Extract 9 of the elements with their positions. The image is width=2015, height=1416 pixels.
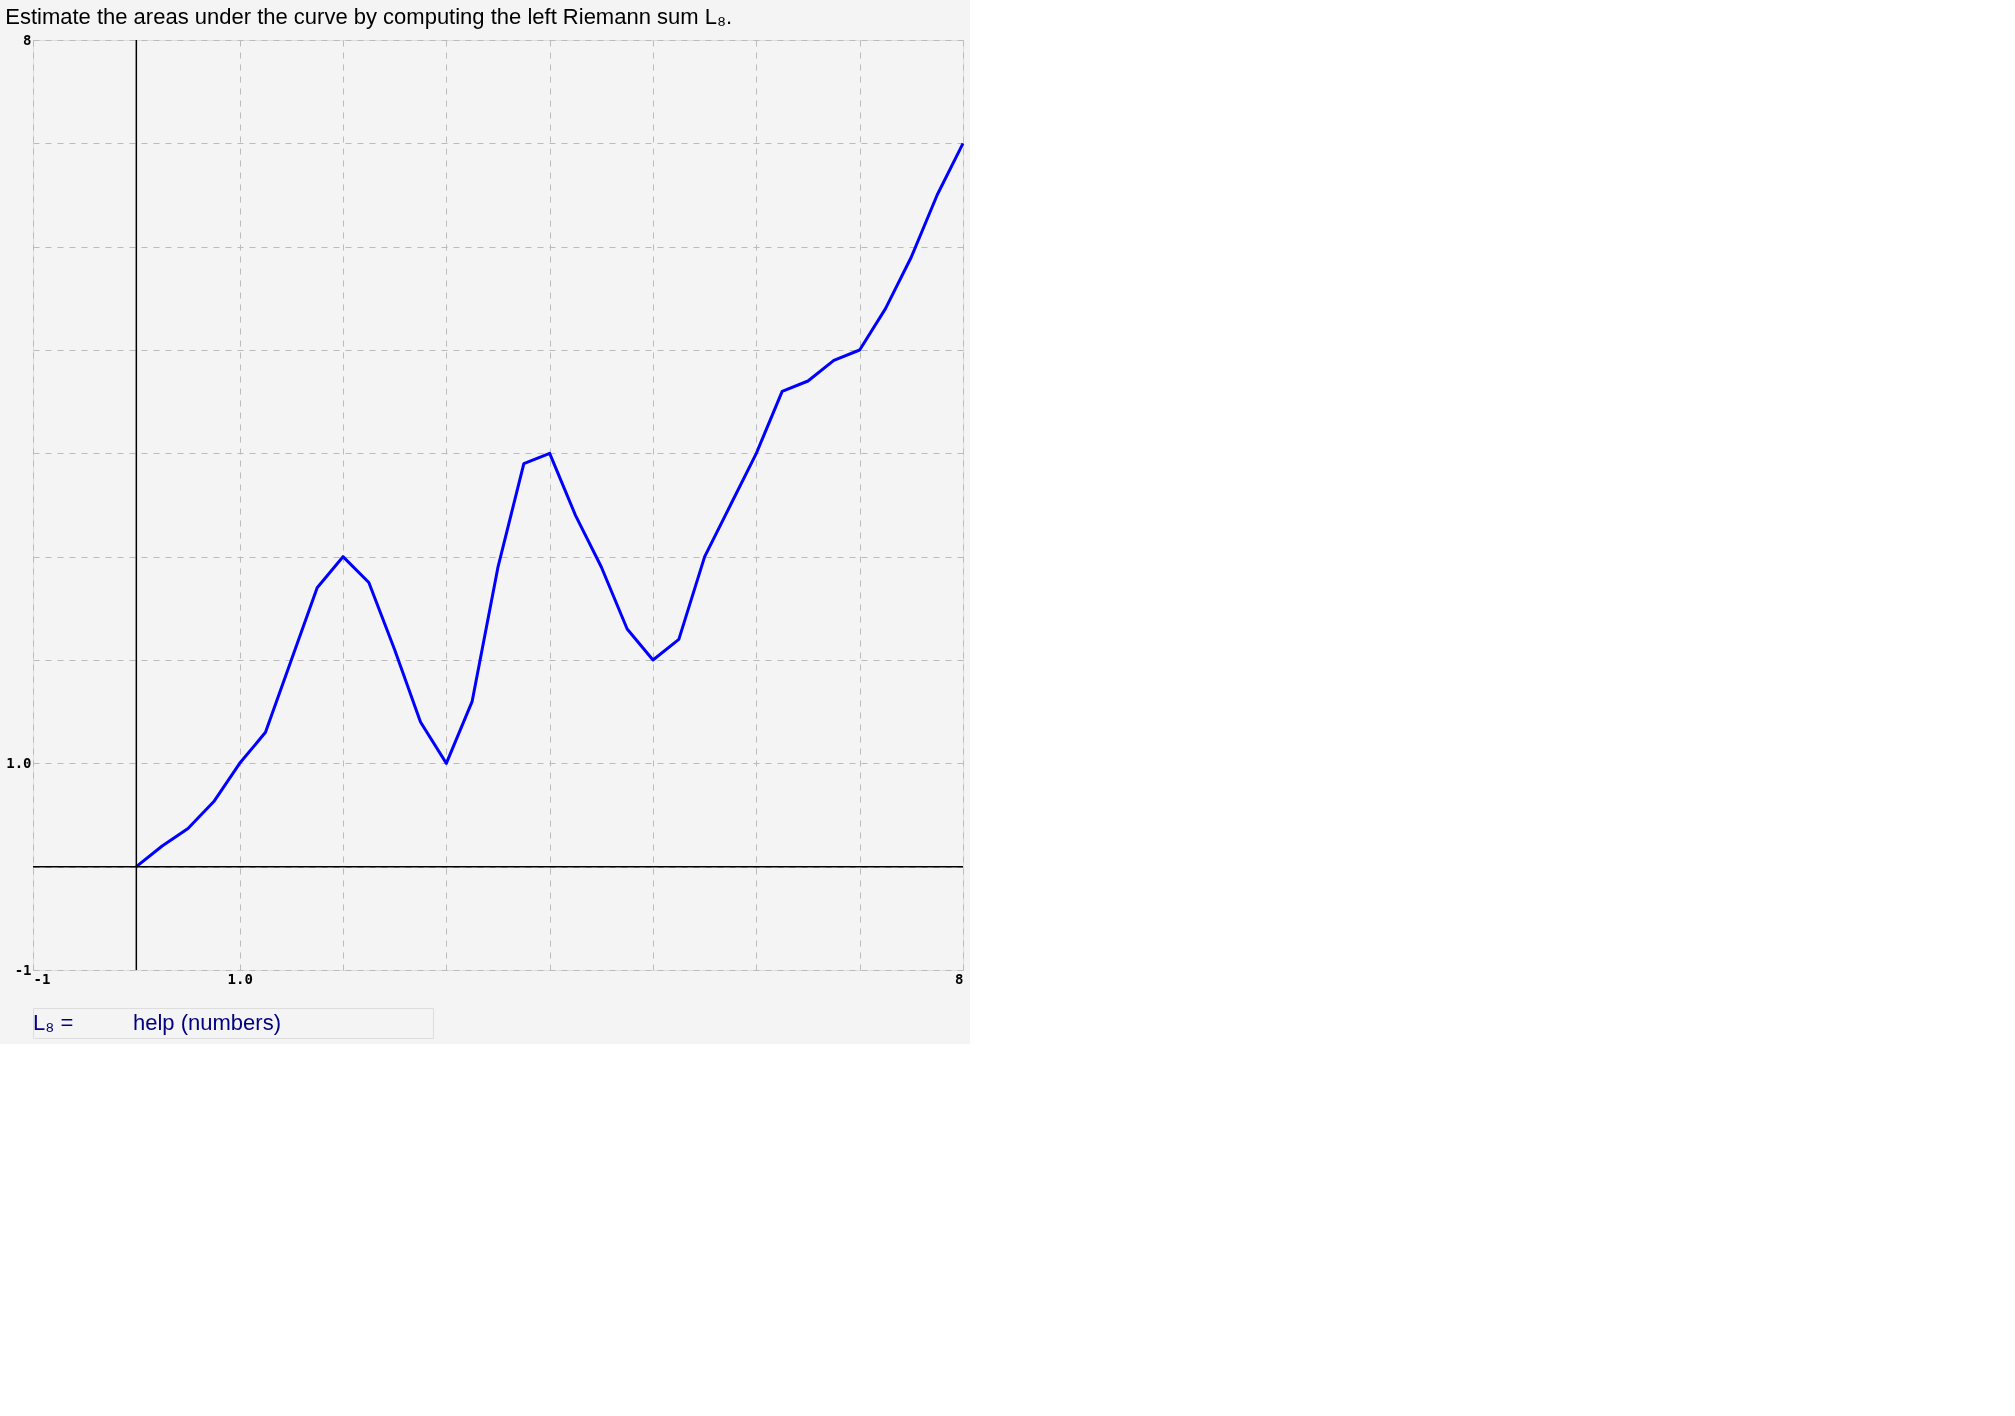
chart-title: Estimate the areas under the curve by computing the left Riemann sum L₈. [5,3,733,29]
line-series [134,141,965,869]
x-tick-label: -1 [33,970,51,987]
text: help (numbers) [133,1010,281,1035]
y-tick-label: 1.0 [6,754,32,771]
x-tick-label: 1.0 [227,970,253,987]
text: L₈ = [33,1010,74,1035]
x-tick-label: 8 [955,970,964,987]
y-tick-label: 8 [23,31,32,48]
